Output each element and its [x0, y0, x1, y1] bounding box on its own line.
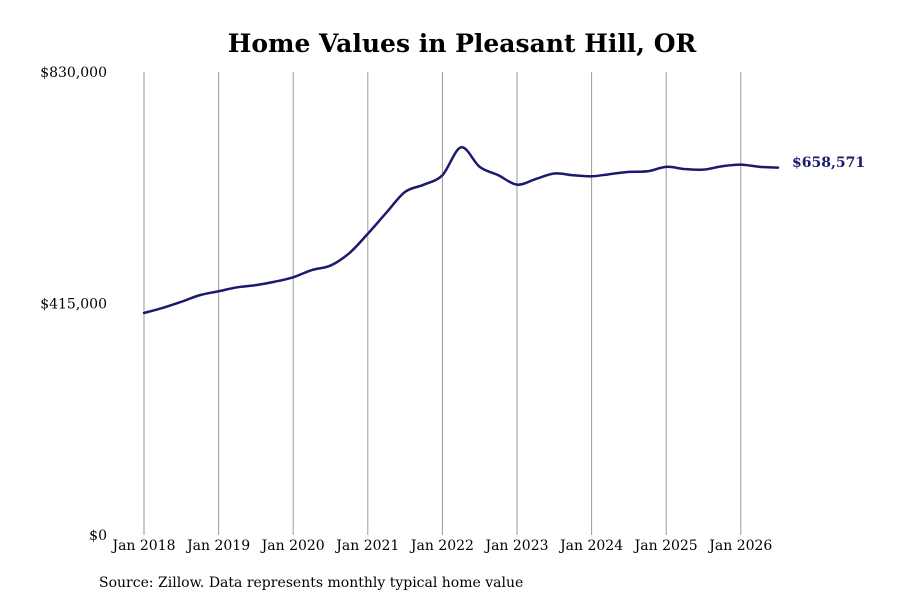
x-tick-label: Jan 2018	[110, 538, 175, 554]
x-tick-label: Jan 2020	[260, 538, 325, 554]
series-line-0	[142, 146, 780, 315]
x-tick-label: Jan 2025	[633, 538, 698, 554]
x-tick-label: Jan 2023	[483, 538, 548, 554]
series-lines	[142, 146, 780, 315]
gridlines	[143, 72, 742, 535]
end-value-label: $658,571	[792, 155, 865, 171]
chart-title: Home Values in Pleasant Hill, OR	[228, 29, 697, 58]
y-tick-label: $415,000	[40, 297, 107, 313]
y-tick-label: $830,000	[40, 65, 107, 81]
x-tick-label: Jan 2024	[558, 538, 623, 554]
x-tick-label: Jan 2021	[334, 538, 399, 554]
source-note: Source: Zillow. Data represents monthly …	[99, 575, 523, 591]
x-tick-label: Jan 2026	[707, 538, 772, 554]
x-tick-label: Jan 2019	[185, 538, 250, 554]
y-axis-ticks: $0 $415,000 $830,000	[40, 65, 107, 544]
x-tick-label: Jan 2022	[409, 538, 474, 554]
y-tick-label: $0	[89, 528, 107, 544]
x-axis-ticks: Jan 2018 Jan 2019 Jan 2020 Jan 2021 Jan 2022…	[110, 538, 772, 554]
